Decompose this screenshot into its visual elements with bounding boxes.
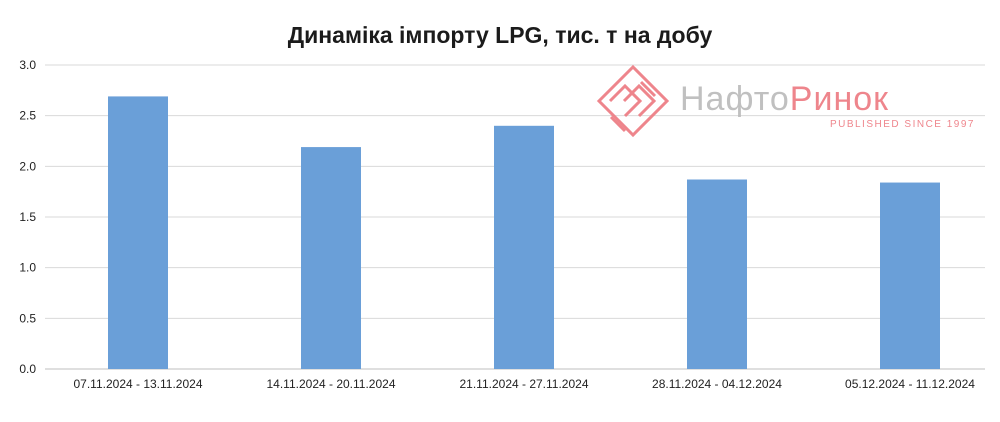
y-tick-label: 0.5 <box>19 311 36 325</box>
bar <box>880 182 940 369</box>
chart-title: Динаміка імпорту LPG, тис. т на добу <box>288 22 713 48</box>
bar <box>687 179 747 369</box>
x-tick-label: 14.11.2024 - 20.11.2024 <box>267 377 396 391</box>
y-tick-label: 0.0 <box>19 362 36 376</box>
x-tick-label: 21.11.2024 - 27.11.2024 <box>460 377 589 391</box>
y-tick-label: 2.0 <box>19 159 36 173</box>
watermark-name-part1: Нафто <box>680 80 790 118</box>
x-tick-label: 28.11.2024 - 04.12.2024 <box>652 377 782 391</box>
bar <box>108 96 168 369</box>
watermark-name-part2: Ринок <box>790 80 889 118</box>
bars-layer <box>108 96 940 369</box>
watermark-tagline: PUBLISHED SINCE 1997 <box>830 119 975 130</box>
x-tick-label: 07.11.2024 - 13.11.2024 <box>74 377 203 391</box>
y-tick-label: 1.0 <box>19 261 36 275</box>
x-axis-ticks: 07.11.2024 - 13.11.2024 14.11.2024 - 20.1… <box>74 377 976 391</box>
watermark: НафтоРинок PUBLISHED SINCE 1997 <box>596 64 975 138</box>
y-tick-label: 2.5 <box>19 109 36 123</box>
y-tick-label: 1.5 <box>19 210 36 224</box>
y-axis-ticks: 0.0 0.5 1.0 1.5 2.0 2.5 3.0 <box>19 58 36 376</box>
svg-text:НафтоРинок: НафтоРинок <box>680 80 889 118</box>
x-tick-label: 05.12.2024 - 11.12.2024 <box>845 377 975 391</box>
bar <box>494 125 554 369</box>
bar <box>301 147 361 369</box>
diamond-chevron-logo-icon <box>596 64 670 138</box>
y-tick-label: 3.0 <box>19 58 36 72</box>
